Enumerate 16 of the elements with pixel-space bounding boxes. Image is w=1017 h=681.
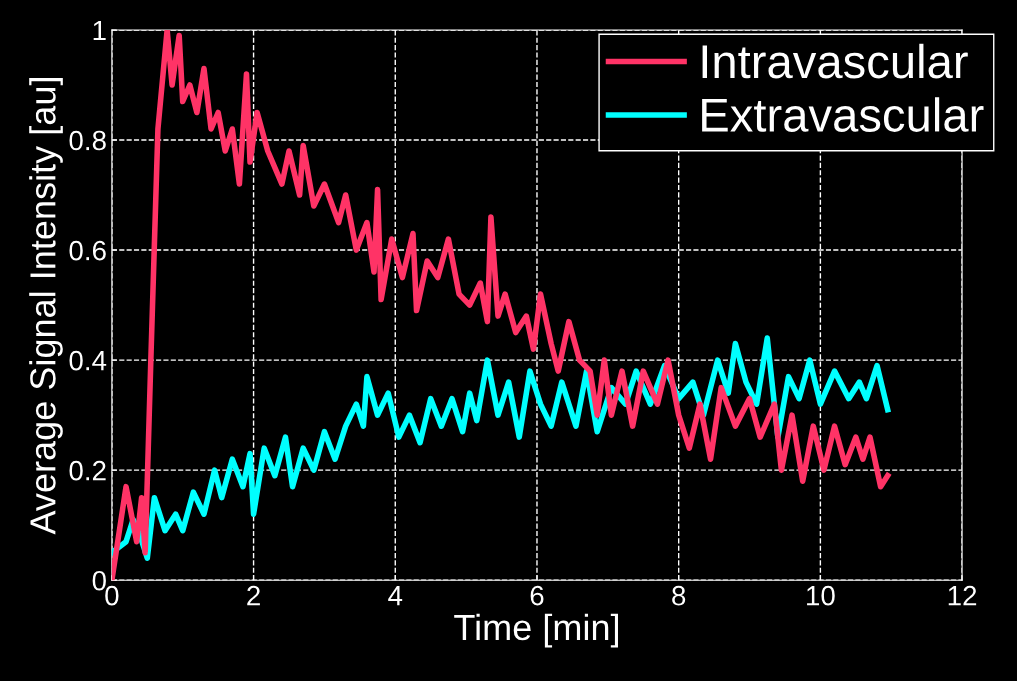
legend-label: Extravascular — [702, 97, 984, 132]
x-tick-label: 10 — [807, 585, 835, 606]
x-tick-label: 2 — [247, 585, 260, 606]
y-tick-label: 0.8 — [69, 130, 106, 151]
x-tick-label: 12 — [948, 585, 977, 606]
x-tick-label: 4 — [388, 586, 403, 606]
y-tick-label: 0 — [92, 570, 106, 591]
y-tick-label: 0.2 — [69, 460, 106, 481]
y-tick-label: 0.4 — [69, 350, 107, 371]
x-axis-title: Time [min] — [454, 613, 618, 648]
y-tick-label: 0.6 — [69, 240, 106, 261]
y-tick-label: 1 — [93, 20, 106, 41]
x-tick-label: 6 — [530, 585, 544, 606]
y-axis-title: Average Signal Intensity [au] — [29, 78, 63, 535]
x-tick-label: 8 — [672, 585, 686, 606]
legend-label: Intravascular — [702, 43, 968, 79]
